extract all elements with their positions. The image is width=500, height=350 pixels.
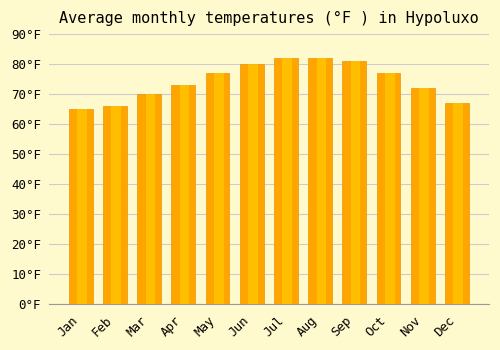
Bar — [350, 61, 360, 304]
Title: Average monthly temperatures (°F ) in Hypoluxo: Average monthly temperatures (°F ) in Hy… — [59, 11, 478, 26]
Bar — [240, 64, 264, 304]
Bar — [308, 58, 332, 304]
Bar — [342, 61, 366, 304]
Bar — [376, 73, 400, 304]
Bar — [385, 73, 394, 304]
Bar — [103, 106, 127, 304]
Bar — [69, 109, 92, 304]
Bar — [77, 109, 86, 304]
Bar — [172, 85, 196, 304]
Bar — [206, 73, 230, 304]
Bar — [274, 58, 298, 304]
Bar — [419, 88, 428, 304]
Bar — [282, 58, 292, 304]
Bar — [445, 103, 469, 304]
Bar — [248, 64, 258, 304]
Bar — [112, 106, 121, 304]
Bar — [214, 73, 224, 304]
Bar — [137, 94, 161, 304]
Bar — [410, 88, 434, 304]
Bar — [146, 94, 155, 304]
Bar — [454, 103, 463, 304]
Bar — [316, 58, 326, 304]
Bar — [180, 85, 190, 304]
